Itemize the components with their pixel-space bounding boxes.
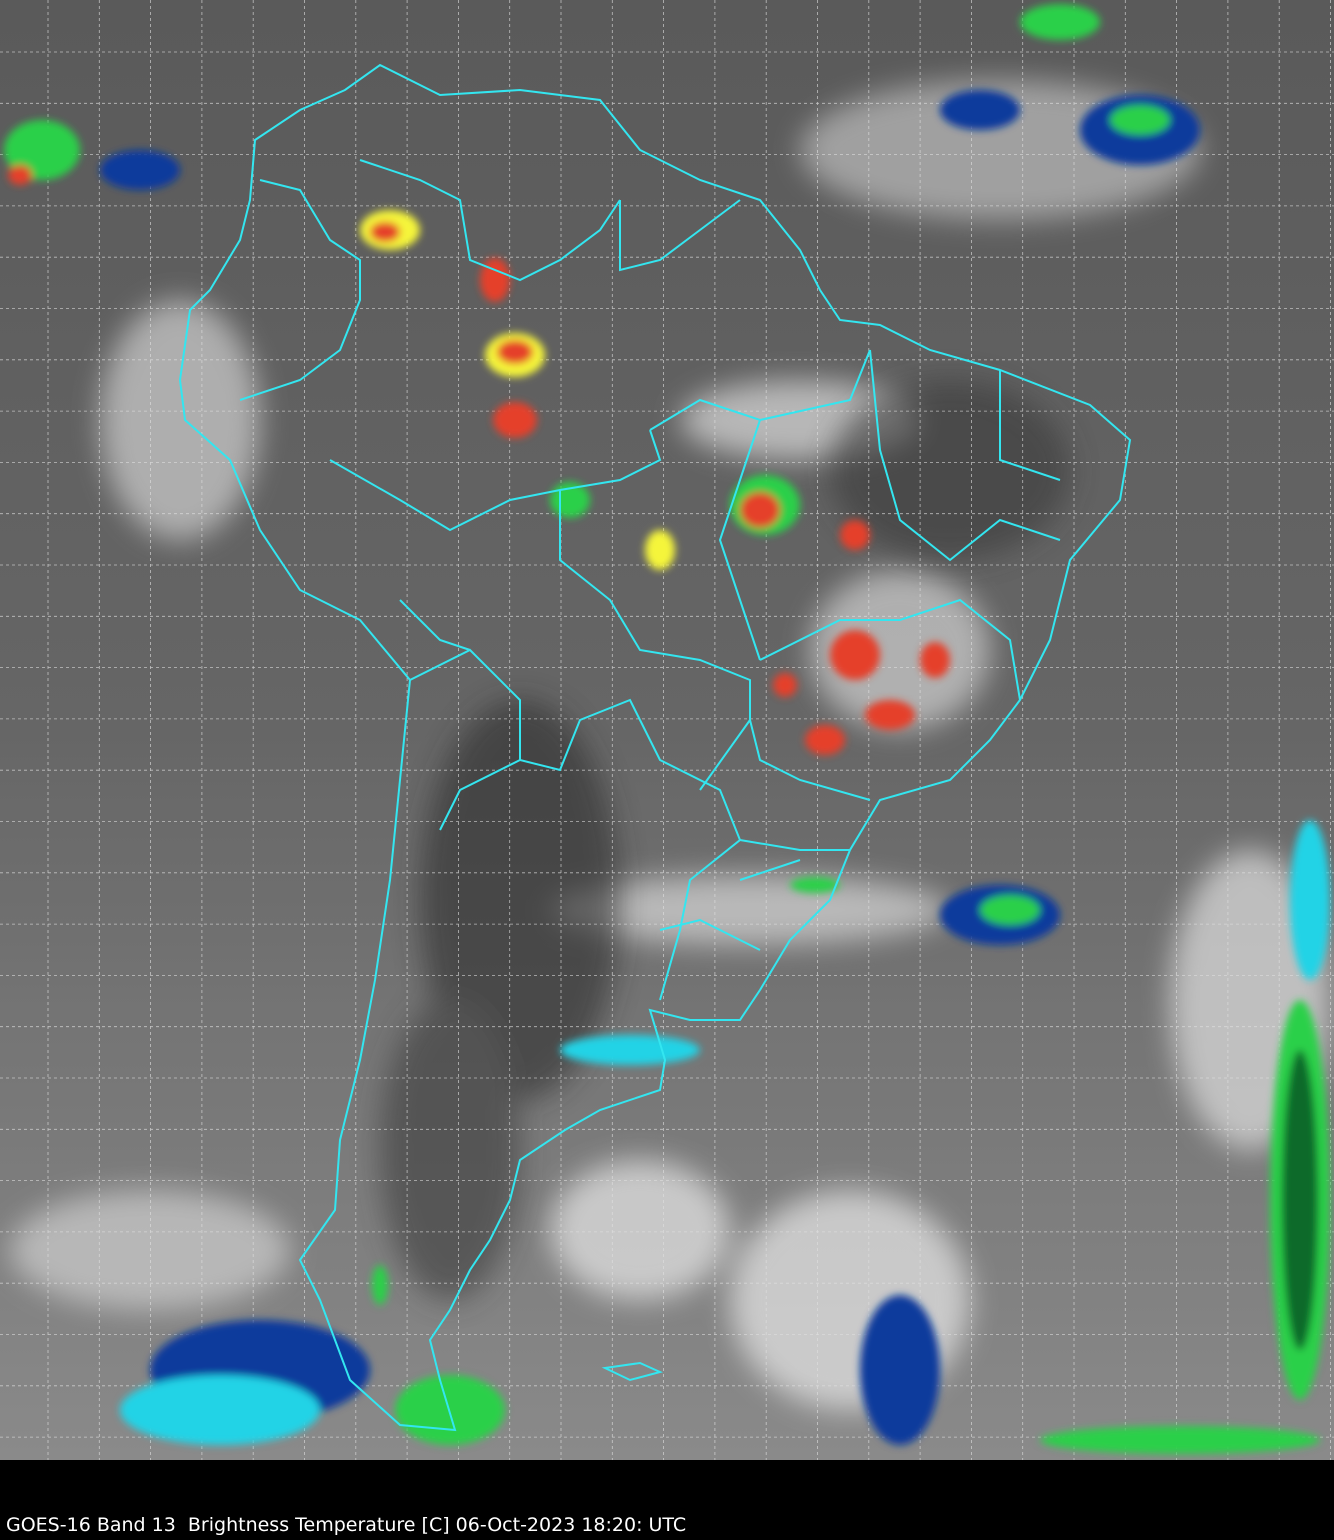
coastlines-and-borders [178, 63, 1132, 1432]
satellite-map [0, 0, 1334, 1460]
land-dark [380, 380, 1070, 1300]
lat-lon-grid [0, 0, 1334, 1460]
cold-cloud-tops [4, 4, 1330, 1454]
falklands-outline [601, 1361, 663, 1382]
south-america-coastline [178, 63, 1132, 1432]
country-borders [239, 159, 1061, 1001]
image-caption: GOES-16 Band 13 Brightness Temperature [… [6, 1514, 687, 1536]
